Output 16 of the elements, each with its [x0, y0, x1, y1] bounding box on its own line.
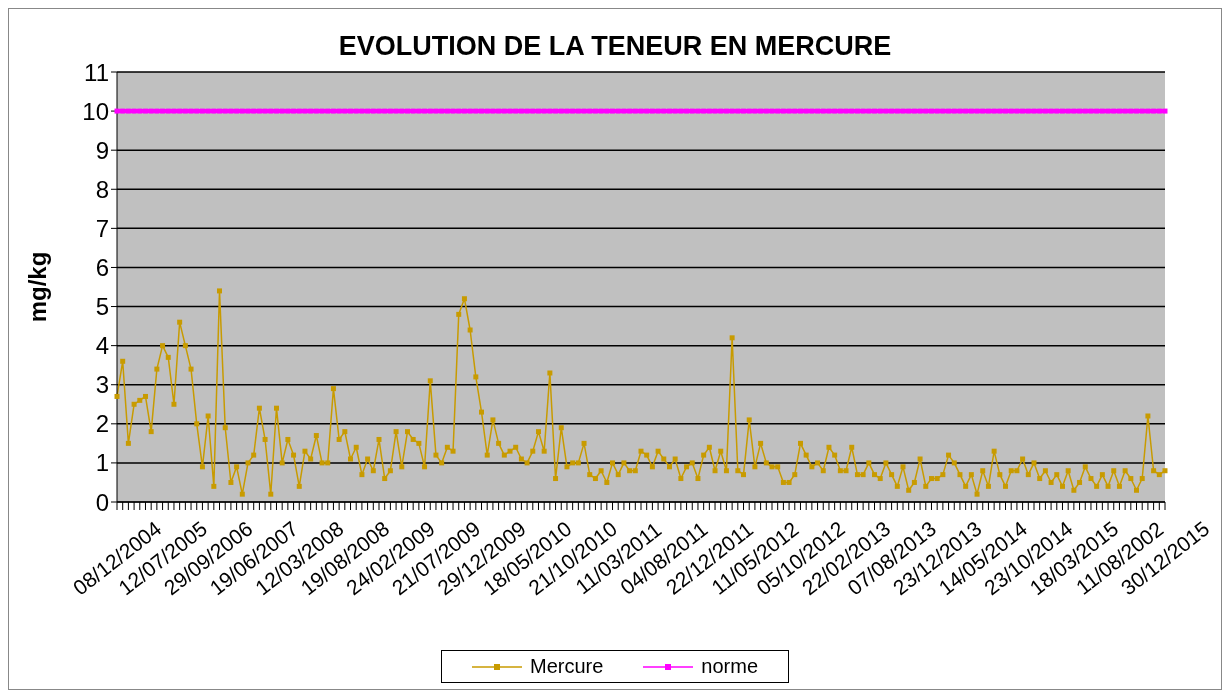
y-tick-label: 1 [95, 449, 109, 477]
y-tick-label: 0 [95, 488, 109, 516]
legend-label: norme [700, 655, 759, 678]
y-tick-label: 6 [95, 253, 109, 281]
y-tick-label: 11 [84, 58, 109, 86]
y-axis-title: mg/kg [23, 251, 51, 323]
y-tick-label: 9 [95, 136, 109, 164]
y-tick-label: 3 [95, 371, 109, 399]
y-tick-label: 8 [95, 175, 109, 203]
y-tick-label: 5 [95, 293, 109, 321]
y-tick-label: 7 [95, 214, 109, 242]
y-tick-label: 10 [82, 97, 109, 125]
chart-title: EVOLUTION DE LA TENEUR EN MERCURE [338, 31, 892, 61]
y-tick-label: 2 [95, 410, 109, 438]
legend-label: Mercure [528, 655, 604, 678]
y-tick-label: 4 [95, 332, 109, 360]
